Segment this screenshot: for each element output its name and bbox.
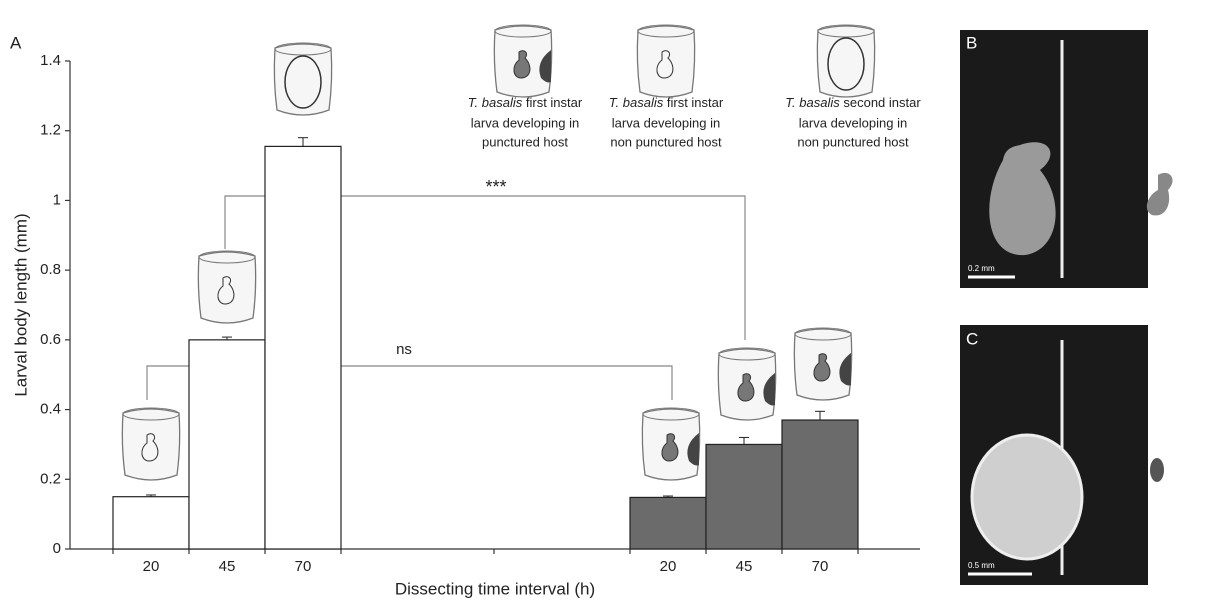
photo bbox=[960, 30, 1148, 288]
species: T. basalis bbox=[468, 95, 523, 110]
bar bbox=[113, 497, 189, 549]
panel-label: C bbox=[966, 329, 978, 348]
x-tick-label: 45 bbox=[736, 558, 753, 575]
species: T. basalis bbox=[609, 95, 664, 110]
y-tick-label: 1.2 bbox=[40, 122, 61, 139]
bar bbox=[265, 146, 341, 549]
larva-photo bbox=[1147, 173, 1173, 216]
jar-icon bbox=[122, 408, 179, 480]
y-tick-label: 0.4 bbox=[40, 401, 61, 418]
error-bar bbox=[739, 437, 749, 444]
x-tick-label: 20 bbox=[660, 558, 677, 575]
jar-icon bbox=[794, 328, 851, 400]
scale-label: 0.2 mm bbox=[968, 264, 995, 273]
x-tick-label: 70 bbox=[812, 558, 829, 575]
y-tick-label: 0.6 bbox=[40, 331, 61, 348]
species: T. basalis bbox=[785, 95, 840, 110]
jar-icon bbox=[198, 251, 255, 323]
jar-icon bbox=[642, 408, 699, 480]
y-axis-label: Larval body length (mm) bbox=[11, 213, 30, 396]
legend-text: non punctured host bbox=[610, 134, 722, 149]
larva-photo bbox=[972, 435, 1082, 559]
y-tick-label: 0 bbox=[53, 540, 61, 557]
legend-text: T. basalis first instar bbox=[468, 95, 583, 110]
figure: A Larval body length (mm) Dissecting tim… bbox=[0, 0, 1214, 604]
x-axis-label: Dissecting time interval (h) bbox=[395, 579, 595, 598]
legend-text: punctured host bbox=[482, 134, 568, 149]
x-tick-label: 70 bbox=[295, 558, 312, 575]
legend-text: non punctured host bbox=[797, 134, 909, 149]
jar-icon bbox=[494, 25, 551, 97]
bar bbox=[782, 420, 858, 549]
x-tick-label: 20 bbox=[143, 558, 160, 575]
significance: ns bbox=[396, 341, 412, 358]
legend-text: larva developing in bbox=[471, 115, 579, 130]
stage: second instar bbox=[843, 95, 921, 110]
stage: first instar bbox=[526, 95, 583, 110]
bar bbox=[189, 340, 265, 549]
legend-text: T. basalis second instar bbox=[785, 95, 921, 110]
jar-icon bbox=[817, 25, 874, 97]
legend-text: larva developing in bbox=[799, 115, 907, 130]
page: A Larval body length (mm) Dissecting tim… bbox=[0, 0, 1214, 604]
jar-icon bbox=[718, 348, 775, 420]
bar bbox=[706, 444, 782, 549]
stage: first instar bbox=[667, 95, 724, 110]
error-bar bbox=[298, 138, 308, 147]
legend-text: larva developing in bbox=[612, 115, 720, 130]
panel-label: B bbox=[966, 33, 977, 52]
legend-text: T. basalis first instar bbox=[609, 95, 724, 110]
larva-photo bbox=[1150, 458, 1164, 482]
bar bbox=[630, 497, 706, 549]
jar-icon bbox=[274, 43, 331, 115]
y-tick-label: 1.4 bbox=[40, 52, 61, 69]
panel-label: A bbox=[10, 33, 22, 52]
y-tick-label: 0.2 bbox=[40, 470, 61, 487]
scale-label: 0.5 mm bbox=[968, 561, 995, 570]
y-tick-label: 1 bbox=[53, 191, 61, 208]
x-tick-label: 45 bbox=[219, 558, 236, 575]
y-tick-label: 0.8 bbox=[40, 261, 61, 278]
error-bar bbox=[815, 411, 825, 420]
significance: *** bbox=[485, 177, 506, 197]
jar-icon bbox=[637, 25, 694, 97]
